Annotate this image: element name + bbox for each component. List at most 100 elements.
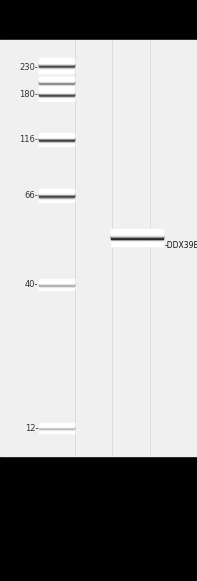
Bar xyxy=(39,144,74,145)
Bar xyxy=(39,59,74,60)
Bar xyxy=(39,95,74,96)
Bar xyxy=(39,425,74,426)
Bar xyxy=(39,289,74,290)
Bar xyxy=(39,287,74,288)
Bar xyxy=(39,97,74,98)
Bar xyxy=(39,424,74,425)
Bar xyxy=(39,95,74,96)
Text: 116-: 116- xyxy=(20,135,38,144)
Bar xyxy=(39,83,74,84)
Bar xyxy=(111,234,163,235)
Bar xyxy=(39,284,74,285)
Bar xyxy=(39,96,74,97)
Bar xyxy=(39,77,74,78)
Bar xyxy=(39,191,74,192)
Bar xyxy=(39,70,74,71)
Bar xyxy=(39,79,74,80)
Bar xyxy=(39,200,74,201)
Bar xyxy=(39,141,74,143)
Bar xyxy=(39,137,74,138)
Bar xyxy=(39,425,74,426)
Bar xyxy=(111,241,163,242)
Bar xyxy=(39,196,74,197)
Bar xyxy=(111,240,163,241)
Bar xyxy=(39,192,74,193)
Bar xyxy=(39,431,74,432)
Bar xyxy=(39,428,74,429)
Bar xyxy=(39,282,74,283)
Bar xyxy=(39,287,74,288)
Bar xyxy=(111,242,163,244)
Bar xyxy=(39,88,74,90)
Bar xyxy=(39,198,74,200)
Bar xyxy=(39,67,74,69)
Bar xyxy=(39,68,74,69)
Bar xyxy=(39,135,74,136)
Bar xyxy=(39,80,74,81)
Bar xyxy=(39,195,74,196)
Bar xyxy=(39,144,74,145)
Bar xyxy=(111,238,163,239)
Bar xyxy=(39,288,74,289)
Bar xyxy=(39,69,74,70)
Bar xyxy=(39,285,74,286)
Bar xyxy=(39,145,74,146)
Bar xyxy=(39,71,74,73)
Bar xyxy=(39,83,74,84)
Bar xyxy=(111,245,163,246)
Bar xyxy=(39,91,74,92)
Bar xyxy=(39,133,74,134)
Bar xyxy=(39,282,74,284)
Bar xyxy=(39,143,74,144)
Bar xyxy=(39,85,74,86)
Bar xyxy=(39,91,74,92)
Bar xyxy=(111,233,163,234)
Bar xyxy=(111,231,163,232)
Bar xyxy=(39,92,74,94)
Text: 180-: 180- xyxy=(20,90,38,99)
Bar xyxy=(39,190,74,191)
Bar xyxy=(39,200,74,202)
Bar xyxy=(39,90,74,91)
Bar xyxy=(39,65,74,66)
Bar xyxy=(39,198,74,199)
Bar xyxy=(39,430,74,431)
Bar xyxy=(39,426,74,427)
Bar xyxy=(39,88,74,89)
Bar xyxy=(39,84,74,85)
Bar xyxy=(39,280,74,281)
Bar xyxy=(39,429,74,430)
Bar xyxy=(39,281,74,282)
Bar xyxy=(39,142,74,144)
Bar xyxy=(39,141,74,142)
Bar xyxy=(39,81,74,82)
Text: 230-: 230- xyxy=(20,63,38,72)
Bar xyxy=(39,78,74,80)
Text: 12-: 12- xyxy=(25,424,38,432)
Bar xyxy=(39,192,74,194)
Bar xyxy=(39,199,74,200)
Bar xyxy=(39,281,74,282)
Bar xyxy=(39,284,74,285)
Bar xyxy=(39,138,74,139)
Bar xyxy=(39,193,74,195)
Bar xyxy=(39,96,74,98)
Bar xyxy=(39,78,74,79)
Bar xyxy=(39,135,74,137)
Bar xyxy=(39,139,74,140)
Bar xyxy=(39,134,74,135)
Bar xyxy=(39,63,74,64)
Bar xyxy=(39,191,74,192)
Bar xyxy=(111,237,163,239)
Bar xyxy=(39,62,74,63)
Bar xyxy=(39,84,74,85)
Bar xyxy=(39,94,74,95)
Bar xyxy=(39,84,74,85)
Bar xyxy=(39,196,74,198)
Text: 66-: 66- xyxy=(25,191,38,200)
Bar xyxy=(39,201,74,202)
Bar xyxy=(39,140,74,141)
Bar xyxy=(39,430,74,431)
Bar xyxy=(39,87,74,88)
Bar xyxy=(39,69,74,70)
